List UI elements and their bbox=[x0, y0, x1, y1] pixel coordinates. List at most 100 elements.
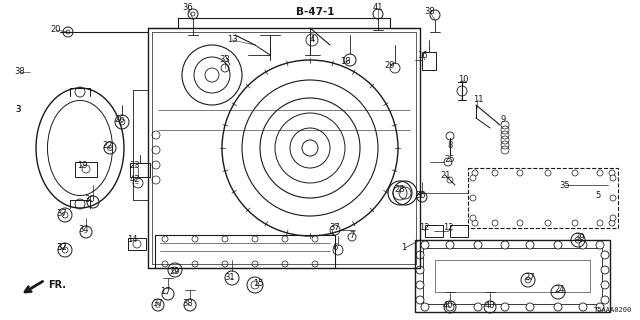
Text: 5: 5 bbox=[595, 190, 600, 199]
Circle shape bbox=[446, 303, 454, 311]
Text: 40: 40 bbox=[484, 300, 495, 309]
Circle shape bbox=[252, 261, 258, 267]
Circle shape bbox=[222, 261, 228, 267]
Text: 21: 21 bbox=[441, 171, 451, 180]
Circle shape bbox=[472, 220, 478, 226]
Circle shape bbox=[492, 220, 498, 226]
Text: 27: 27 bbox=[525, 274, 535, 283]
Text: 8: 8 bbox=[447, 140, 452, 149]
Circle shape bbox=[421, 241, 429, 249]
Circle shape bbox=[517, 220, 523, 226]
Circle shape bbox=[416, 266, 424, 274]
Circle shape bbox=[601, 296, 609, 304]
Bar bbox=[128, 238, 146, 250]
Circle shape bbox=[470, 195, 476, 201]
Circle shape bbox=[162, 261, 168, 267]
Circle shape bbox=[474, 303, 482, 311]
Circle shape bbox=[610, 175, 616, 181]
Circle shape bbox=[601, 266, 609, 274]
Text: 18: 18 bbox=[340, 58, 350, 67]
Circle shape bbox=[222, 236, 228, 242]
Text: 26: 26 bbox=[115, 116, 125, 124]
Circle shape bbox=[526, 303, 534, 311]
Text: 34: 34 bbox=[79, 226, 90, 235]
Text: 6: 6 bbox=[332, 244, 338, 252]
Text: 37: 37 bbox=[330, 223, 340, 233]
Circle shape bbox=[601, 281, 609, 289]
Circle shape bbox=[609, 220, 615, 226]
Text: 37: 37 bbox=[152, 300, 163, 308]
Circle shape bbox=[470, 175, 476, 181]
Text: T5AAA0200: T5AAA0200 bbox=[594, 307, 632, 313]
Circle shape bbox=[501, 241, 509, 249]
Text: 16: 16 bbox=[417, 51, 428, 60]
Text: 33: 33 bbox=[220, 55, 230, 65]
Bar bbox=[425, 225, 443, 237]
Circle shape bbox=[526, 241, 534, 249]
Circle shape bbox=[252, 236, 258, 242]
Text: FR.: FR. bbox=[48, 280, 66, 290]
Text: 30: 30 bbox=[84, 196, 95, 204]
Circle shape bbox=[596, 303, 604, 311]
Text: 35: 35 bbox=[416, 190, 426, 199]
Circle shape bbox=[312, 236, 318, 242]
Text: 29: 29 bbox=[385, 60, 396, 69]
Text: 12: 12 bbox=[443, 223, 453, 233]
Circle shape bbox=[192, 236, 198, 242]
Circle shape bbox=[416, 296, 424, 304]
Bar bbox=[75, 162, 97, 177]
Circle shape bbox=[554, 303, 562, 311]
Circle shape bbox=[596, 241, 604, 249]
Text: 7: 7 bbox=[349, 230, 355, 239]
Circle shape bbox=[416, 281, 424, 289]
Circle shape bbox=[545, 220, 551, 226]
Text: 42: 42 bbox=[130, 175, 140, 185]
Circle shape bbox=[572, 170, 578, 176]
Text: 37: 37 bbox=[56, 244, 67, 252]
Text: B-47-1: B-47-1 bbox=[296, 7, 334, 17]
Text: 20: 20 bbox=[51, 26, 61, 35]
Bar bbox=[450, 225, 468, 237]
Circle shape bbox=[470, 215, 476, 221]
Text: 38: 38 bbox=[15, 68, 26, 76]
Bar bbox=[423, 248, 602, 304]
Text: 19: 19 bbox=[77, 161, 87, 170]
Text: 15: 15 bbox=[253, 279, 263, 289]
Text: 41: 41 bbox=[372, 4, 383, 12]
Text: 29: 29 bbox=[170, 268, 180, 276]
Circle shape bbox=[282, 236, 288, 242]
Text: 32: 32 bbox=[57, 244, 67, 252]
Text: 24: 24 bbox=[555, 285, 565, 294]
Circle shape bbox=[554, 241, 562, 249]
Circle shape bbox=[421, 303, 429, 311]
Circle shape bbox=[609, 170, 615, 176]
Bar bbox=[422, 52, 436, 70]
Text: 37: 37 bbox=[56, 209, 67, 218]
Text: 40: 40 bbox=[443, 300, 453, 309]
Circle shape bbox=[192, 261, 198, 267]
Circle shape bbox=[545, 170, 551, 176]
Circle shape bbox=[579, 241, 587, 249]
Text: 12: 12 bbox=[419, 223, 429, 233]
Text: 14: 14 bbox=[127, 236, 137, 244]
Text: 4: 4 bbox=[309, 36, 315, 44]
Circle shape bbox=[472, 170, 478, 176]
Text: 1: 1 bbox=[401, 244, 406, 252]
Text: 36: 36 bbox=[182, 4, 193, 12]
Text: 38: 38 bbox=[182, 300, 193, 308]
Circle shape bbox=[162, 236, 168, 242]
Text: 28: 28 bbox=[395, 186, 405, 195]
Text: 23: 23 bbox=[130, 161, 140, 170]
Bar bbox=[415, 240, 610, 312]
Bar bbox=[130, 163, 150, 177]
Circle shape bbox=[446, 241, 454, 249]
Text: 17: 17 bbox=[160, 287, 170, 297]
Circle shape bbox=[416, 251, 424, 259]
Text: 39: 39 bbox=[575, 234, 586, 243]
Circle shape bbox=[501, 303, 509, 311]
Text: 25: 25 bbox=[445, 156, 455, 164]
Circle shape bbox=[601, 251, 609, 259]
Text: 38: 38 bbox=[424, 7, 435, 17]
Circle shape bbox=[312, 261, 318, 267]
Text: 3: 3 bbox=[15, 106, 20, 115]
